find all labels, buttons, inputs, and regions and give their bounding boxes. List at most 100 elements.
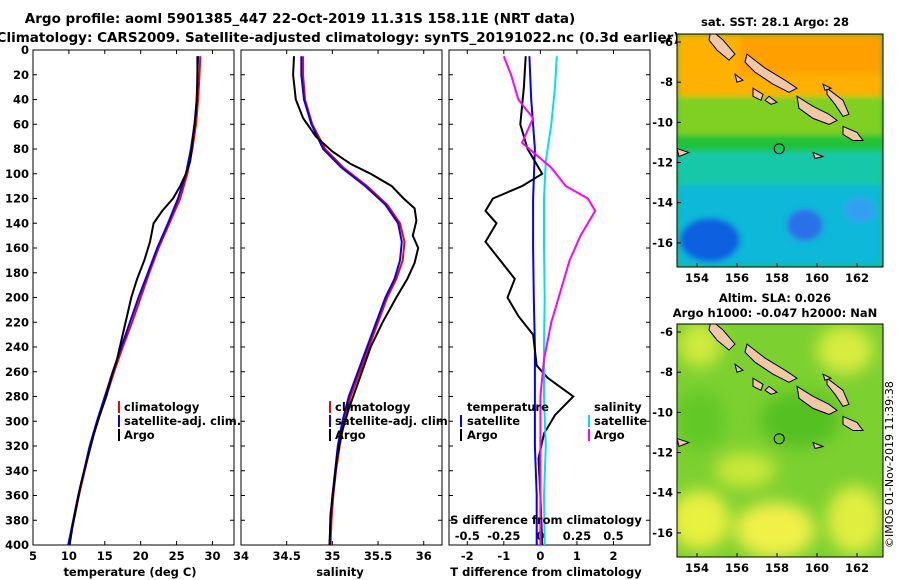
- island-shape: [708, 34, 736, 61]
- depth-ticks: 0 20 40 60 80 100 120 140 160 180 200 220 240 260 280 3…: [5, 43, 234, 552]
- figure-title-line2: Climatology: CARS2009. Satellite-adjuste…: [0, 30, 679, 46]
- y-tick-label: -12: [652, 156, 673, 170]
- temperature-legend: climatology satellite-adj. clim. Argo: [118, 400, 241, 442]
- island-shape: [744, 343, 798, 383]
- x-tick-label: 34: [233, 549, 249, 563]
- x-tick-label: 15: [97, 549, 113, 563]
- sla-map-title-line2: Argo h1000: -0.047 h2000: NaN: [673, 306, 877, 320]
- land-islands: [677, 34, 864, 160]
- sst-map: sat. SST: 28.1 Argo: 28 154 156 158 160 162 …: [652, 15, 884, 285]
- y-tick-label: 240: [5, 340, 29, 354]
- island-shape: [764, 95, 779, 105]
- legend-t-satellite-label: satellite: [467, 414, 520, 428]
- x-tick-label: 160: [805, 561, 829, 575]
- temperature-xlabel: temperature (deg C): [63, 565, 196, 579]
- island-shape: [812, 441, 825, 450]
- island-shape: [708, 324, 736, 351]
- x-tick-label: 2: [609, 549, 617, 563]
- salinity-ticks: 34 34.5 35 35.5 36: [233, 50, 432, 563]
- y-tick-label: -16: [652, 236, 673, 250]
- island-shape: [842, 415, 864, 431]
- salinity-depth-ticks: [241, 49, 442, 546]
- sst-map-title: sat. SST: 28.1 Argo: 28: [701, 15, 849, 29]
- y-tick-label: 380: [5, 513, 29, 527]
- y-tick-label: 180: [5, 266, 29, 280]
- y-tick-label: -12: [652, 446, 673, 460]
- island-shape: [826, 377, 850, 408]
- top-tick-label: -0.25: [487, 529, 520, 543]
- temperature-panel: 0 20 40 60 80 100 120 140 160 180 200 220 240 260 280 3…: [5, 43, 241, 579]
- x-tick-label: 158: [765, 271, 789, 285]
- sst-map-frame: [676, 33, 884, 268]
- sla-latitude-ticks: -6 -8 -10 -12 -14 -16: [652, 325, 681, 540]
- x-tick-label: 5: [29, 549, 37, 563]
- s-difference-xlabel: S difference from climatology: [450, 513, 642, 527]
- legend-satellite-label: satellite-adj. clim.: [335, 414, 452, 428]
- difference-panel: -2 -1 0 1 2 -0.5 -0.25 0 0.25 0.5 T difference f…: [448, 49, 651, 579]
- sla-map: Altim. SLA: 0.026 Argo h1000: -0.047 h20…: [652, 291, 884, 575]
- x-tick-label: 35: [324, 549, 340, 563]
- y-tick-label: 160: [5, 241, 29, 255]
- island-shape: [752, 377, 764, 392]
- island-shape: [822, 83, 833, 91]
- difference-legend-salinity: salinity satellite Argo: [588, 400, 647, 442]
- x-tick-label: 156: [725, 561, 749, 575]
- x-tick-label: 36: [416, 549, 432, 563]
- island-shape: [744, 53, 798, 93]
- x-tick-label: 30: [204, 549, 220, 563]
- sla-map-frame: [676, 323, 884, 558]
- top-tick-label: 0.5: [603, 529, 623, 543]
- x-tick-label: 35.5: [364, 549, 392, 563]
- legend-temperature-title: temperature: [467, 400, 549, 414]
- y-tick-label: 80: [13, 142, 29, 156]
- y-tick-label: -8: [660, 75, 673, 89]
- island-shape: [842, 125, 864, 141]
- difference-axes-frame: [448, 49, 651, 546]
- temperature-axes-frame: [32, 49, 235, 546]
- figure-title-line1: Argo profile: aoml 5901385_447 22-Oct-20…: [25, 11, 575, 27]
- legend-climatology-label: climatology: [335, 400, 411, 414]
- y-tick-label: 260: [5, 365, 29, 379]
- legend-s-satellite-label: satellite: [594, 414, 647, 428]
- legend-t-argo-label: Argo: [467, 428, 498, 442]
- s-difference-ticks: -0.5 -0.25 0 0.25 0.5: [455, 529, 624, 543]
- argo-position-marker: [773, 433, 785, 445]
- y-tick-label: 400: [5, 538, 29, 552]
- y-tick-label: 140: [5, 216, 29, 230]
- y-tick-label: -6: [660, 325, 673, 339]
- x-tick-label: 34.5: [272, 549, 300, 563]
- island-shape: [796, 385, 838, 415]
- y-tick-label: -10: [652, 405, 673, 419]
- imos-watermark: ©IMOS 01-Nov-2019 11:39:38: [883, 381, 896, 548]
- x-tick-label: 162: [845, 271, 869, 285]
- series-s-satellite: [542, 56, 558, 545]
- x-tick-label: 160: [805, 271, 829, 285]
- y-tick-label: 200: [5, 291, 29, 305]
- y-tick-label: 100: [5, 167, 29, 181]
- y-tick-label: 120: [5, 192, 29, 206]
- difference-depth-ticks: [449, 49, 650, 546]
- t-difference-xlabel: T difference from climatology: [450, 565, 642, 579]
- y-tick-label: -8: [660, 365, 673, 379]
- t-difference-ticks: -2 -1 0 1 2: [461, 50, 617, 563]
- y-tick-label: -14: [652, 196, 673, 210]
- x-tick-label: 1: [573, 549, 581, 563]
- argo-position-marker: [773, 143, 785, 155]
- x-tick-label: 20: [133, 549, 149, 563]
- y-tick-label: 60: [13, 117, 29, 131]
- sla-longitude-ticks: 154 156 158 160 162: [685, 553, 869, 575]
- sst-latitude-ticks: -6 -8 -10 -12 -14 -16: [652, 35, 681, 250]
- difference-legend-temperature: temperature satellite Argo: [460, 400, 549, 442]
- y-tick-label: 0: [21, 43, 29, 57]
- x-tick-label: 0: [536, 549, 544, 563]
- y-tick-label: -6: [660, 35, 673, 49]
- island-shape: [677, 437, 691, 448]
- series-t-argo: [484, 56, 575, 545]
- x-tick-label: -2: [461, 549, 474, 563]
- temperature-ticks: 5 10 15 20 25 30: [29, 50, 220, 563]
- salinity-axes-frame: [240, 49, 443, 546]
- island-shape: [734, 72, 745, 83]
- x-tick-label: -1: [497, 549, 510, 563]
- legend-s-argo-label: Argo: [594, 428, 625, 442]
